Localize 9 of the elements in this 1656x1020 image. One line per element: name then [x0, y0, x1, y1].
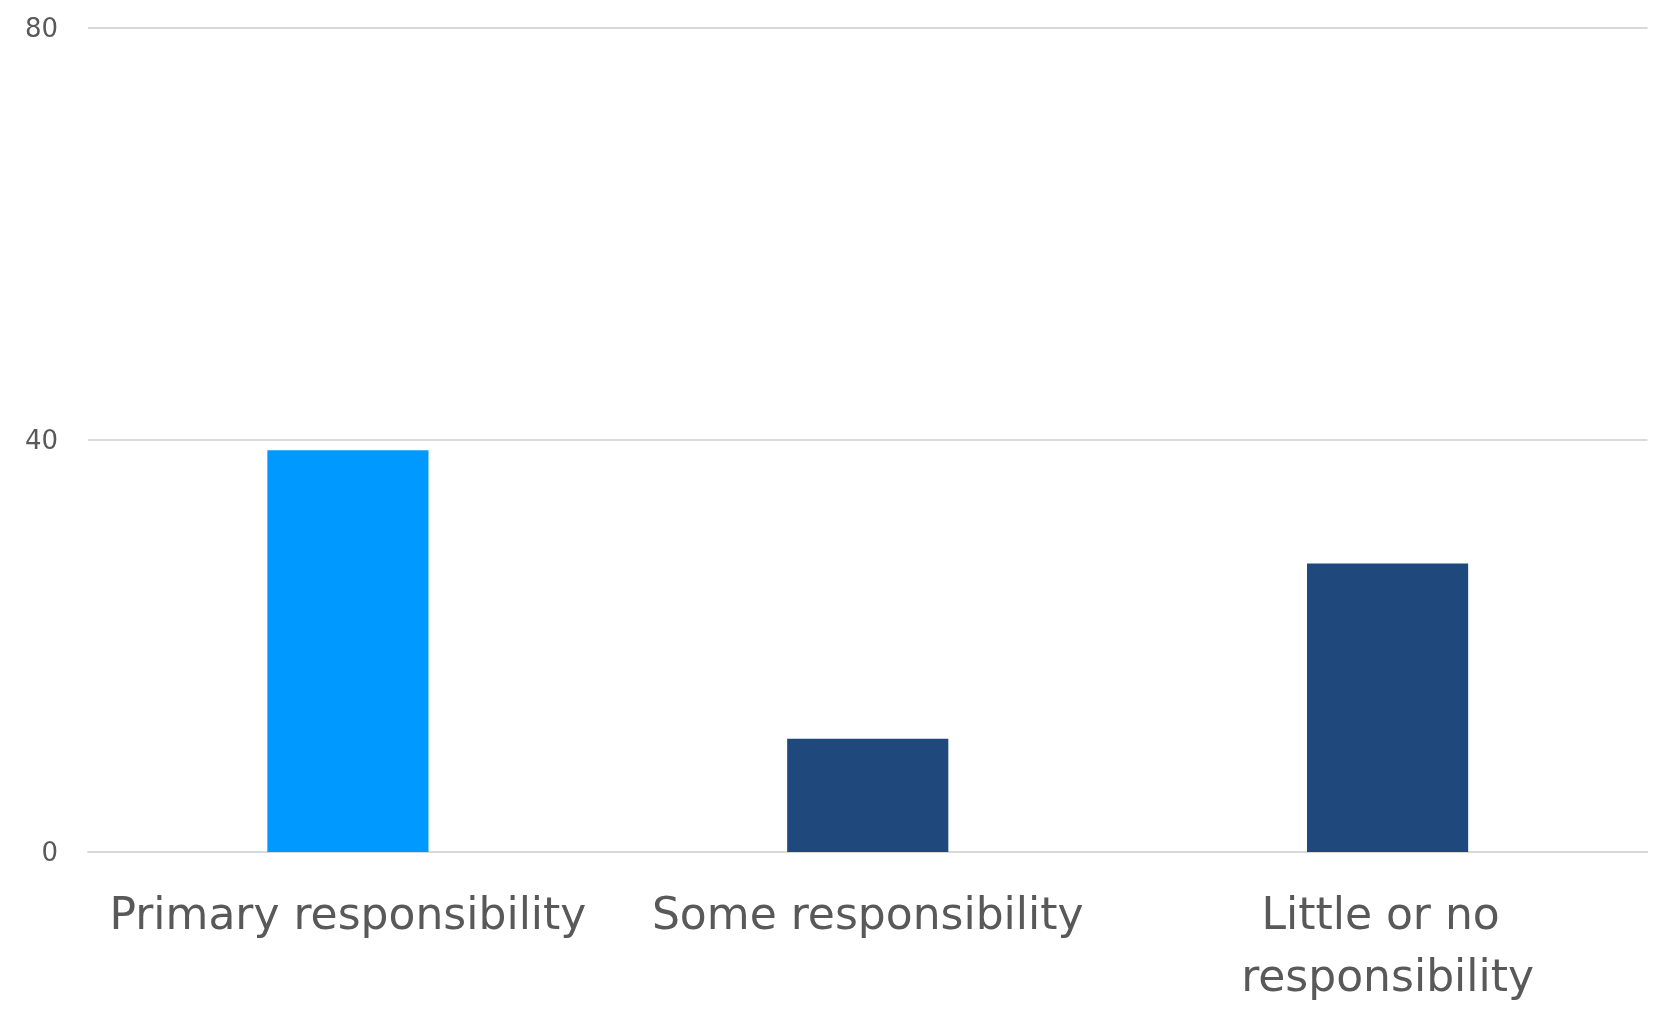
y-tick-label: 0 — [41, 837, 58, 867]
bar — [787, 738, 949, 852]
x-tick-label: Primary responsibility — [109, 887, 587, 939]
y-tick-label: 80 — [24, 13, 58, 43]
bar — [1307, 563, 1469, 852]
x-tick-label: Some responsibility — [651, 887, 1084, 939]
y-tick-label: 40 — [24, 425, 58, 455]
bar — [267, 450, 429, 852]
x-tick-label: Little or no responsibility — [1241, 887, 1535, 1001]
